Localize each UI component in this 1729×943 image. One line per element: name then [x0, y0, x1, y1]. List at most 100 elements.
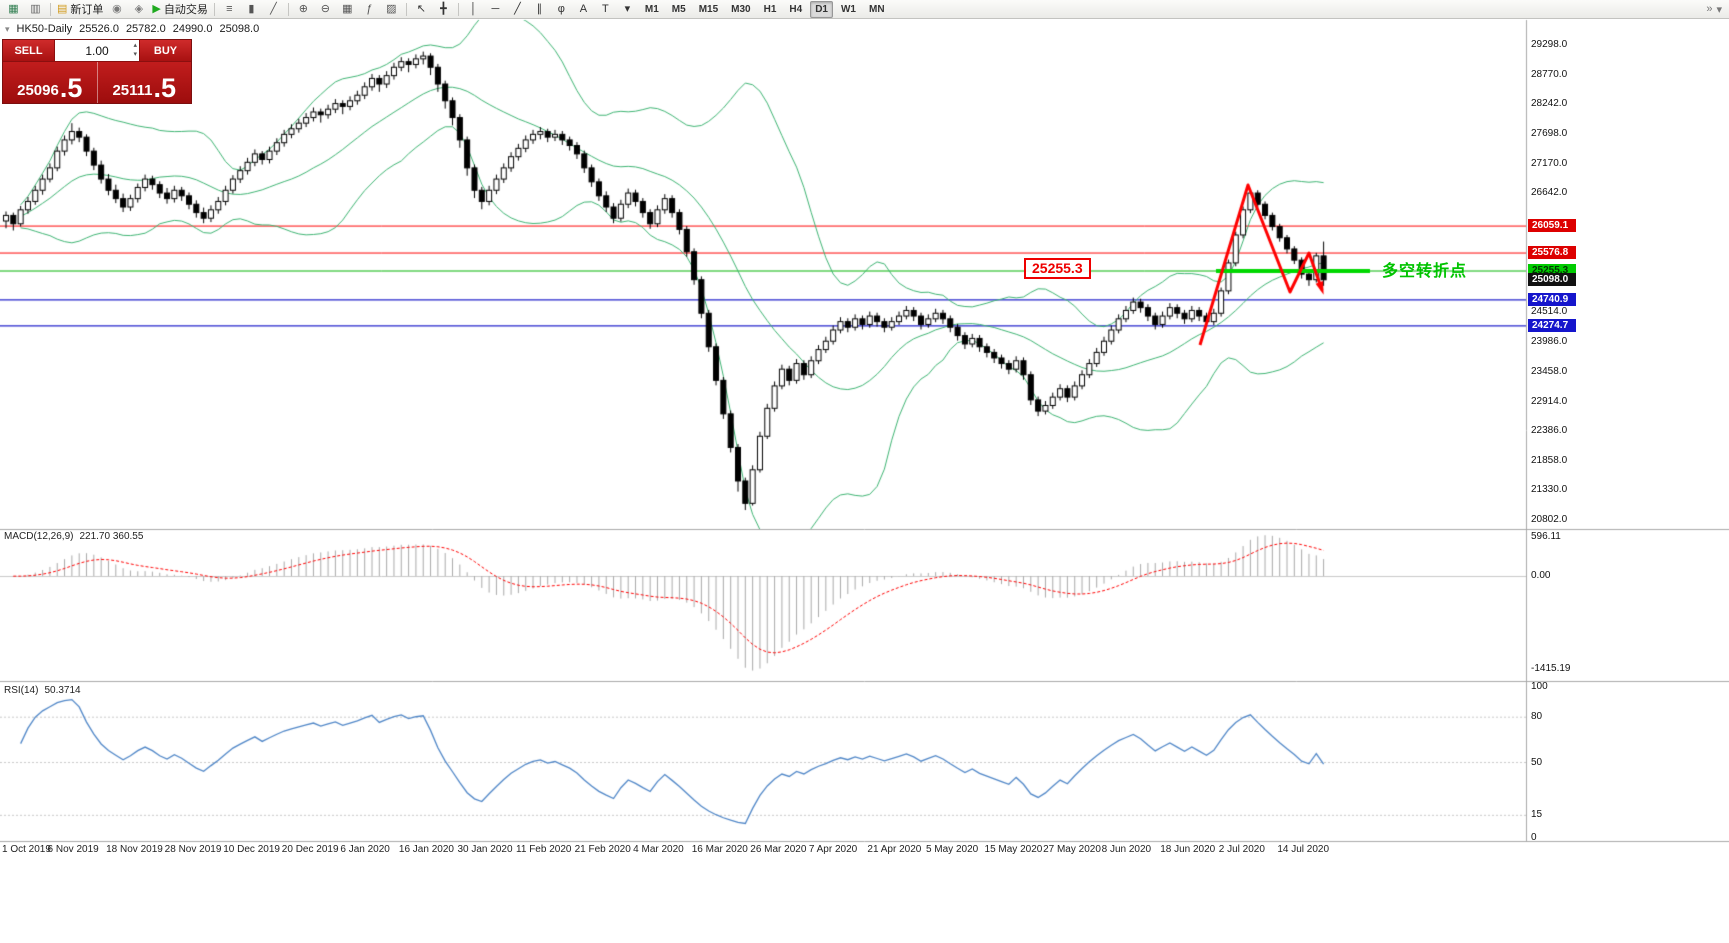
text-label-icon[interactable]: T	[595, 1, 616, 17]
ohlc-close: 25098.0	[219, 23, 260, 35]
sell-button[interactable]: SELL	[3, 40, 54, 61]
buy-price-main: 25111	[112, 82, 153, 99]
horizontal-line-icon: ─	[491, 3, 500, 15]
new-chart-icon[interactable]: ▦	[3, 1, 24, 17]
channel-icon[interactable]: ∥	[529, 1, 550, 17]
crosshair-icon[interactable]: ╋	[433, 1, 454, 17]
price-tick: 21330.0	[1531, 484, 1568, 496]
timeframe-m1-button[interactable]: M1	[644, 3, 659, 15]
toolbar-separator	[405, 2, 407, 16]
templates-icon[interactable]: ▨	[381, 1, 402, 17]
more-tools-icon[interactable]: ▾	[1716, 3, 1722, 16]
date-label: 30 Jan 2020	[457, 844, 513, 855]
fibonacci-icon[interactable]: φ	[551, 1, 572, 17]
timeframe-m15-button[interactable]: M15	[698, 3, 719, 15]
date-label: 16 Jan 2020	[398, 844, 454, 855]
ohlc-open: 25526.0	[79, 23, 119, 35]
sell-price[interactable]: 25096 .5	[3, 62, 98, 103]
turning-point-label[interactable]: 多空转折点	[1382, 263, 1468, 280]
price-tick: 20802.0	[1531, 514, 1568, 525]
rsi-axis-tick: 50	[1531, 756, 1543, 768]
price-tick: 29298.0	[1531, 39, 1568, 50]
toolbar-separator	[457, 2, 459, 16]
candlestick-icon: ▮	[248, 3, 255, 15]
trendline-icon[interactable]: ╱	[507, 1, 528, 17]
volume-input[interactable]: 1.00 ▴ ▾	[54, 40, 140, 61]
price-tick: 27698.0	[1531, 128, 1568, 140]
autotrading-button[interactable]: ▶ 自动交易	[150, 1, 209, 17]
autotrading-icon: ▶	[152, 3, 161, 15]
price-tick: 23986.0	[1531, 335, 1568, 347]
date-label: 28 Nov 2019	[164, 844, 222, 855]
timeframe-d1-button[interactable]: D1	[810, 0, 833, 18]
price-tick: 27170.0	[1531, 157, 1568, 169]
timeframe-m5-button[interactable]: M5	[671, 3, 686, 15]
horizontal-line-icon[interactable]: ─	[485, 1, 506, 17]
candlestick-icon[interactable]: ▮	[241, 1, 262, 17]
toolbar-right: » ▾	[1706, 3, 1726, 16]
zoom-in-icon[interactable]: ⊕	[293, 1, 314, 17]
timeframe-h4-button[interactable]: H4	[789, 3, 803, 15]
channel-icon: ∥	[536, 3, 543, 15]
volume-down-icon[interactable]: ▾	[133, 51, 137, 58]
chart-shift-icon[interactable]: »	[1706, 2, 1713, 15]
date-label: 6 Jan 2020	[340, 844, 390, 855]
price-tick: 23458.0	[1531, 365, 1568, 377]
price-level-badge: 25576.8	[1528, 246, 1576, 260]
line-chart-icon[interactable]: ╱	[263, 1, 284, 17]
text-icon[interactable]: A	[573, 1, 594, 17]
bar-chart-icon[interactable]: ≡	[219, 1, 240, 17]
toolbar-separator	[213, 2, 215, 16]
indicators-icon: ƒ	[366, 3, 373, 15]
cursor-icon[interactable]: ↖	[411, 1, 432, 17]
buy-price[interactable]: 25111 .5	[97, 62, 191, 103]
date-label: 21 Apr 2020	[867, 844, 922, 855]
date-label: 26 Mar 2020	[750, 844, 807, 855]
scripts-icon[interactable]: ◈	[128, 1, 149, 17]
price-tick: 22386.0	[1531, 425, 1568, 437]
date-label: 6 Nov 2019	[47, 844, 99, 855]
price-annotation-box[interactable]: 25255.3	[1024, 258, 1091, 279]
date-label: 21 Feb 2020	[574, 844, 631, 855]
macd-values: 221.70 360.55	[79, 531, 144, 542]
price-tick: 28242.0	[1531, 98, 1568, 110]
main-toolbar: ▦ ▥ ▤ 新订单 ◉ ◈ ▶ 自动交易 ≡ ▮ ╱ ⊕ ⊖ ▦ ƒ ▨ ↖ ╋ │ ─ ╱ ∥ φ A T ▾ M1 M5 M15 M3…	[0, 0, 1729, 19]
line-chart-icon: ╱	[270, 3, 277, 15]
timeframe-w1-button[interactable]: W1	[840, 3, 856, 15]
new-order-icon: ▤	[57, 3, 68, 15]
rsi-axis-tick: 15	[1531, 809, 1543, 821]
one-click-trading-panel: SELL 1.00 ▴ ▾ BUY 25096 .5 25111 .5	[2, 39, 192, 104]
shapes-icon[interactable]: ▾	[617, 1, 638, 17]
buy-button[interactable]: BUY	[140, 40, 191, 61]
crosshair-icon: ╋	[440, 3, 447, 15]
timeframe-mn-button[interactable]: MN	[868, 3, 885, 15]
rsi-value: 50.3714	[44, 685, 81, 696]
zoom-out-icon[interactable]: ⊖	[315, 1, 336, 17]
volume-up-icon[interactable]: ▴	[133, 42, 137, 49]
chart-list-icon[interactable]: ▥	[25, 1, 46, 17]
volume-stepper[interactable]: ▴ ▾	[133, 41, 137, 59]
date-label: 2 Jul 2020	[1218, 844, 1265, 855]
zoom-out-icon: ⊖	[320, 3, 330, 15]
price-tick: 21858.0	[1531, 454, 1568, 466]
timeframe-h1-button[interactable]: H1	[763, 3, 777, 15]
indicators-icon[interactable]: ƒ	[359, 1, 380, 17]
scripts-icon: ◈	[134, 3, 144, 15]
timeframe-m30-button[interactable]: M30	[731, 3, 751, 15]
chart-title-bar: ▾ HK50-Daily 25526.0 25782.0 24990.0 250…	[5, 23, 259, 35]
date-label: 7 Apr 2020	[808, 844, 858, 855]
expert-advisors-icon[interactable]: ◉	[106, 1, 127, 17]
tile-windows-icon[interactable]: ▦	[337, 1, 358, 17]
chart-menu-icon[interactable]: ▾	[5, 23, 10, 34]
rsi-axis-tick: 100	[1531, 681, 1548, 692]
price-tick: 22914.0	[1531, 395, 1568, 407]
vertical-line-icon[interactable]: │	[463, 1, 484, 17]
new-order-button[interactable]: ▤ 新订单	[55, 1, 105, 17]
new-chart-icon: ▦	[8, 3, 19, 15]
toolbar-separator	[50, 2, 51, 16]
macd-indicator-label: MACD(12,26,9) 221.70 360.55	[4, 531, 143, 542]
chart-list-icon: ▥	[30, 3, 41, 15]
autotrading-button-label: 自动交易	[163, 4, 208, 16]
toolbar-separator	[287, 2, 289, 16]
